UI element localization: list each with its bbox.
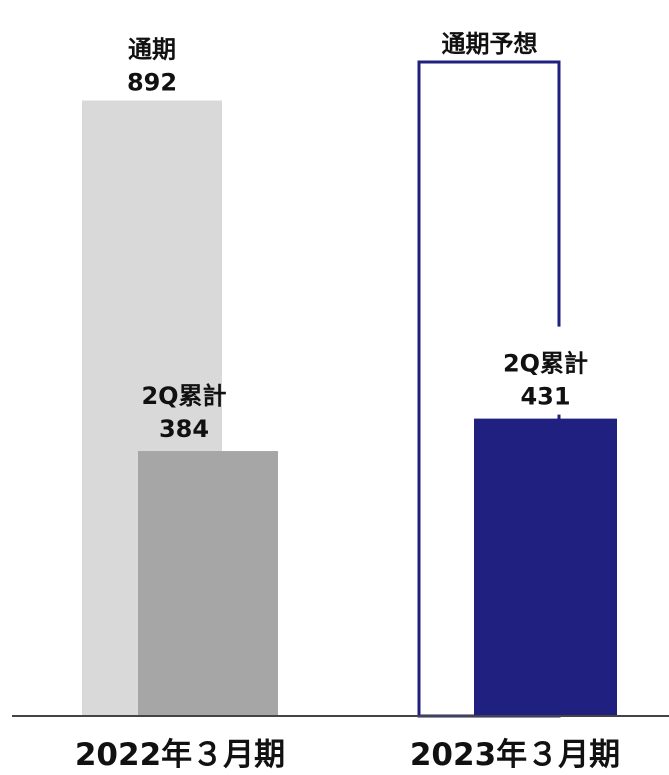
- bar-2q-cumulative-0: [138, 451, 278, 716]
- bars-layer: [82, 60, 617, 718]
- label-2q-cumulative-1-value: 431: [520, 383, 570, 411]
- bar-2q-cumulative-1: [474, 418, 617, 716]
- x-tick-label-1: 2023年３月期: [410, 737, 620, 773]
- label-2q-cumulative-1-caption: 2Q累計: [503, 350, 588, 378]
- label-full-year-0-caption: 通期: [128, 36, 176, 64]
- outline-label-gap-1: [555, 326, 563, 415]
- label-2q-cumulative-0-value: 384: [159, 415, 209, 443]
- label-full-year-0-value: 892: [127, 69, 177, 97]
- data-labels-layer: 通期 892 2Q累計 384 通期予想 2Q累計 431: [127, 30, 588, 443]
- label-2q-cumulative-0-caption: 2Q累計: [141, 382, 226, 410]
- label-full-year-1-caption: 通期予想: [442, 30, 538, 58]
- x-tick-label-0: 2022年３月期: [75, 737, 285, 773]
